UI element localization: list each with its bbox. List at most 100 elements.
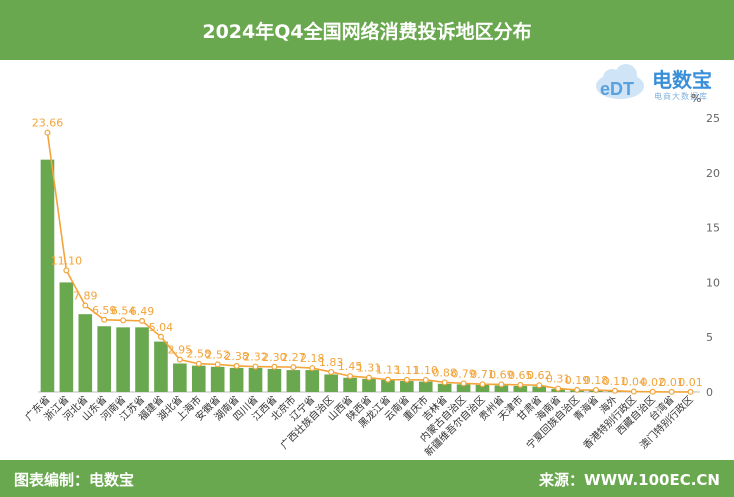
data-label: 2.58 <box>187 348 212 361</box>
data-label: 1.83 <box>319 356 344 369</box>
line-point <box>252 363 259 370</box>
line-point <box>366 374 373 381</box>
footer-bar: 图表编制：电数宝 来源：WWW.100EC.CN <box>0 460 734 497</box>
data-label: 0.62 <box>527 369 552 382</box>
data-label: 6.54 <box>111 304 136 317</box>
bar <box>97 326 112 392</box>
data-label: 1.10 <box>413 364 438 377</box>
footer-source: 来源：WWW.100EC.CN <box>539 471 720 489</box>
line-point <box>384 376 391 383</box>
data-label: 0.01 <box>659 376 684 389</box>
data-label: 23.66 <box>32 117 64 130</box>
line-point <box>574 386 581 393</box>
line-point <box>441 379 448 386</box>
data-label: 0.31 <box>546 373 571 386</box>
bar <box>475 384 490 392</box>
bar <box>494 385 509 392</box>
data-label: 2.27 <box>281 351 306 364</box>
data-label: 2.32 <box>243 351 268 364</box>
footer-credit: 图表编制：电数宝 <box>14 471 135 489</box>
y-tick-label: 10 <box>706 276 720 289</box>
line-point <box>611 387 618 394</box>
line-point <box>649 388 656 395</box>
line-point <box>309 365 316 372</box>
line-point <box>139 317 146 324</box>
line-point <box>479 381 486 388</box>
data-label: 1.13 <box>376 364 401 377</box>
line-point <box>195 360 202 367</box>
data-label: 0.01 <box>678 376 703 389</box>
data-label: 1.11 <box>395 364 420 377</box>
bar <box>456 384 471 392</box>
y-tick-label: 15 <box>706 222 720 235</box>
bar <box>343 377 357 392</box>
y-tick-label: 25 <box>706 112 720 125</box>
chart-title: 2024年Q4全国网络消费投诉地区分布 <box>202 20 532 43</box>
line-point <box>271 363 278 370</box>
line-point <box>328 368 335 375</box>
line-point <box>214 361 221 368</box>
data-label: 0.11 <box>603 375 628 388</box>
bar <box>418 381 433 392</box>
line-point <box>233 362 240 369</box>
data-label: 0.19 <box>565 374 590 387</box>
bar <box>40 159 55 392</box>
line-point <box>82 302 89 309</box>
data-label: 5.04 <box>149 321 174 334</box>
data-label: 0.02 <box>640 376 665 389</box>
bar <box>229 367 244 392</box>
data-label: 0.88 <box>432 366 457 379</box>
data-label: 2.52 <box>205 348 230 361</box>
line-point <box>101 316 108 323</box>
bar-line-chart: 0 5 10 15 20 25 23.66 11.10 7.896.596.546.49 5.04… <box>22 112 720 459</box>
line-point <box>592 387 599 394</box>
line-point <box>347 373 354 380</box>
bar <box>437 383 452 392</box>
bar <box>78 314 93 392</box>
line-point <box>668 388 675 395</box>
logo-text: 电数宝 <box>652 68 712 92</box>
line-point <box>403 376 410 383</box>
bar <box>267 368 282 392</box>
data-label: 6.59 <box>92 304 117 317</box>
line-point <box>555 385 562 392</box>
line-point <box>630 388 637 395</box>
cloud-logo-icon: eDT <box>596 64 644 99</box>
line-point <box>290 364 297 371</box>
data-label: 6.49 <box>130 305 155 318</box>
data-label: 1.31 <box>357 362 382 375</box>
bar <box>173 363 187 392</box>
line-point <box>157 333 164 340</box>
data-label: 11.10 <box>51 254 83 267</box>
data-label: 2.30 <box>262 351 287 364</box>
data-label: 2.95 <box>168 344 193 357</box>
bar <box>154 341 168 392</box>
data-label: 0.18 <box>584 374 609 387</box>
data-label: 0.65 <box>508 369 533 382</box>
bar <box>362 378 376 392</box>
data-label: 2.18 <box>300 352 325 365</box>
bar <box>116 327 130 392</box>
bar <box>135 327 149 392</box>
bar <box>59 282 74 392</box>
bar <box>532 386 547 392</box>
line-point <box>498 381 505 388</box>
y-tick-label: 5 <box>706 331 713 344</box>
line-point <box>536 382 543 389</box>
line-point <box>517 381 524 388</box>
bar <box>248 367 263 392</box>
line-point <box>44 129 51 136</box>
bar <box>324 374 338 392</box>
bar <box>191 365 206 392</box>
chart-title-bar: 2024年Q4全国网络消费投诉地区分布 <box>0 0 734 60</box>
bar <box>381 379 395 392</box>
line-point <box>120 317 127 324</box>
data-label: 0.71 <box>470 368 495 381</box>
line-point <box>63 267 70 274</box>
line-point <box>176 356 183 363</box>
unit-label: % <box>691 92 702 105</box>
line-point <box>422 376 429 383</box>
bar <box>286 370 301 392</box>
data-label: 0.04 <box>622 376 647 389</box>
line-point <box>687 388 694 395</box>
